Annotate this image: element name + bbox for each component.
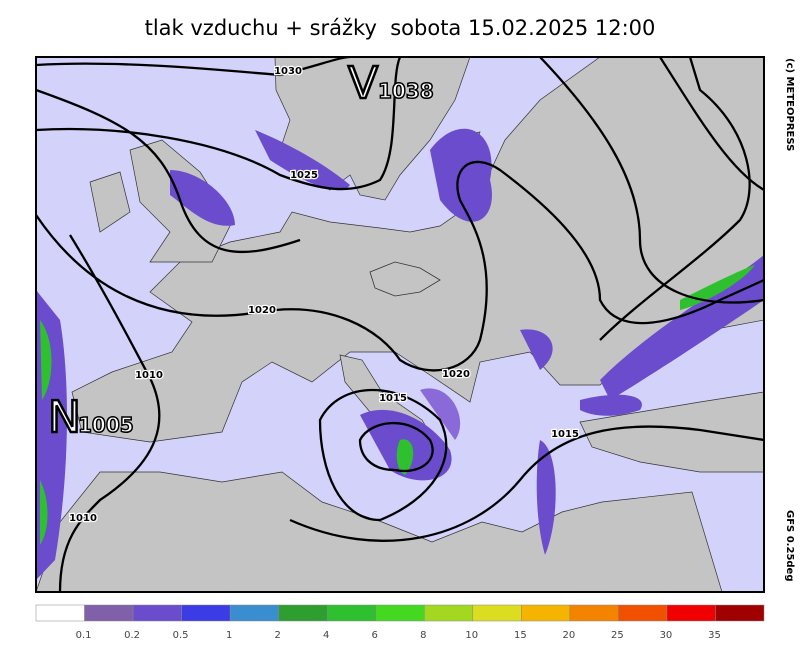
legend-label: 15: [514, 630, 527, 641]
isobar-label: 1025: [290, 170, 318, 181]
precipitation: [36, 128, 764, 580]
isobar-label: 1015: [551, 429, 579, 440]
legend-swatch: [618, 604, 668, 622]
legend-swatch: [666, 604, 716, 622]
legend-label: 0.2: [124, 630, 140, 641]
model-label: GFS 0.25deg: [784, 510, 795, 582]
center-value: 1005: [78, 413, 134, 437]
legend-swatch: [424, 604, 474, 622]
legend-label: 1: [226, 630, 232, 641]
isobar-label: 1010: [69, 513, 97, 524]
legend-label: 0.1: [76, 630, 92, 641]
legend-swatch: [326, 604, 376, 622]
isobar-label: 1020: [248, 305, 276, 316]
legend-swatch: [35, 604, 85, 622]
legend-label: 4: [323, 630, 329, 641]
legend-label: 0.5: [173, 630, 189, 641]
isobar-label: 1030: [274, 66, 302, 77]
copyright: (c) METEOPRESS: [784, 58, 795, 151]
legend-label: 25: [611, 630, 624, 641]
legend-swatch: [375, 604, 425, 622]
legend-swatch: [84, 604, 134, 622]
title: tlak vzduchu + srážky sobota 15.02.2025 …: [145, 16, 656, 40]
legend-swatch: [472, 604, 522, 622]
pressure-center: V 1038: [347, 57, 435, 110]
legend-swatch: [715, 604, 765, 622]
legend-label: 10: [465, 630, 478, 641]
legend-swatch: [278, 604, 328, 622]
legend-label: 2: [274, 630, 280, 641]
legend-label: 30: [660, 630, 673, 641]
center-value: 1038: [378, 79, 434, 103]
legend-label: 35: [708, 630, 721, 641]
isobars: [36, 57, 764, 592]
isobar-label: 1010: [135, 370, 163, 381]
legend-swatch: [521, 604, 571, 622]
legend-label: 8: [420, 630, 426, 641]
legend-swatch: [229, 604, 279, 622]
legend-label: 6: [372, 630, 378, 641]
legend-swatch: [569, 604, 619, 622]
legend-swatch: [181, 604, 231, 622]
center-letter: V: [348, 58, 378, 109]
isobar-label: 1015: [379, 393, 407, 404]
legend-swatch: [132, 604, 182, 622]
legend-label: 20: [562, 630, 575, 641]
center-letter: N: [48, 392, 81, 443]
map-frame: [35, 56, 765, 593]
isobar-label: 1020: [442, 369, 470, 380]
